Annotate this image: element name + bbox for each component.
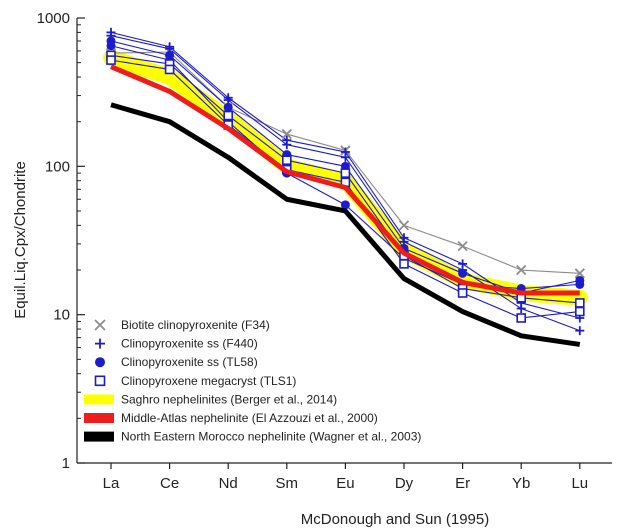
legend-symbol <box>95 357 105 368</box>
data-point-x <box>281 128 292 140</box>
legend-swatch <box>84 431 114 442</box>
y-tick-label: 1 <box>62 455 70 472</box>
legend-swatch <box>84 413 114 423</box>
data-point-dot <box>106 41 116 51</box>
legend-item: Saghro nephelinites (Berger et al., 2014… <box>84 392 337 406</box>
legend-symbol <box>94 319 106 331</box>
x-tick-label: Ce <box>160 475 179 492</box>
legend: Biotite clinopyroxenite (F34) Clinopyroxe… <box>84 318 421 444</box>
x-tick-label: La <box>103 475 120 492</box>
data-point-square <box>164 64 175 75</box>
data-point-plus <box>340 152 350 162</box>
x-tick-label: Sm <box>276 475 299 492</box>
data-point-square <box>106 55 116 65</box>
legend-swatch <box>84 394 114 405</box>
y-tick-label: 1000 <box>37 10 70 27</box>
legend-label: Saghro nephelinites (Berger et al., 2014… <box>121 392 337 406</box>
data-point-x <box>574 268 585 279</box>
legend-item: Clinopyroxenite ss (F440) <box>95 337 258 351</box>
x-tick-label: Nd <box>219 475 238 492</box>
legend-label: North Eastern Morocco nephelinite (Wagne… <box>121 430 421 444</box>
y-ticks: 1 10 100 1000 <box>37 10 85 472</box>
legend-label: Biotite clinopyroxenite (F34) <box>121 318 270 332</box>
x-tick-label: Dy <box>395 475 414 492</box>
data-point-plus <box>575 326 585 336</box>
data-point-plus <box>516 304 526 314</box>
data-point-square <box>399 259 409 269</box>
data-point-x-stroke <box>574 268 585 279</box>
data-point-square <box>281 155 292 165</box>
data-point-plus <box>282 140 292 150</box>
data-point-square <box>457 288 468 298</box>
x-axis-title: McDonough and Sun (1995) <box>301 511 489 528</box>
legend-label: Clinopyroxenite ss (F440) <box>121 337 258 351</box>
data-point-x <box>398 220 410 231</box>
legend-item: North Eastern Morocco nephelinite (Wagne… <box>84 430 421 444</box>
series-line-middle-atlas <box>110 64 580 296</box>
data-point-x-stroke <box>516 264 527 276</box>
legend-item: Clinopyroxene megacryst (TLS1) <box>94 374 296 388</box>
y-tick-label: 10 <box>53 307 70 324</box>
data-point-x <box>516 264 527 276</box>
data-point-square <box>516 313 527 323</box>
y-axis-title: Equil.Liq.Cpx/Chondrite <box>12 161 29 319</box>
legend-label: Clinopyroxene megacryst (TLS1) <box>121 374 296 388</box>
data-point-square <box>574 306 585 317</box>
legend-label: Middle-Atlas nephelinite (El Azzouzi et … <box>121 411 378 425</box>
plot-area <box>103 27 588 347</box>
data-point-dot <box>575 279 585 289</box>
x-ticks: La Ce Nd Sm Eu Dy Er Yb Lu <box>103 463 588 492</box>
data-point-x-stroke <box>457 240 468 252</box>
x-tick-label: Er <box>455 475 470 492</box>
reference-lines-layer <box>110 64 581 347</box>
legend-label: Clinopyroxenite ss (TL58) <box>121 355 258 369</box>
legend-item: Middle-Atlas nephelinite (El Azzouzi et … <box>84 411 378 425</box>
legend-symbol <box>95 338 105 349</box>
legend-item: Clinopyroxenite ss (TL58) <box>95 355 258 369</box>
x-tick-label: Eu <box>336 475 354 492</box>
legend-symbol <box>94 375 106 387</box>
data-point-x-stroke <box>398 220 410 231</box>
data-point-x <box>457 240 468 252</box>
axes: 1 10 100 1000 La Ce Nd Sm Eu Dy Er Yb Lu <box>37 10 612 492</box>
legend-symbol-stroke <box>94 319 106 331</box>
x-tick-label: Lu <box>571 475 588 492</box>
data-point-square <box>223 110 233 121</box>
y-tick-label: 100 <box>45 158 70 175</box>
data-point-square <box>340 168 351 178</box>
data-point-x-stroke <box>281 128 292 140</box>
data-point-square <box>574 298 585 308</box>
data-point-dot <box>223 102 233 112</box>
data-point-dot <box>458 268 468 278</box>
x-tick-label: Yb <box>512 475 530 492</box>
legend-item: Biotite clinopyroxenite (F34) <box>94 318 270 332</box>
series-line-north-eastern <box>110 102 581 347</box>
data-point-dot <box>340 200 350 210</box>
